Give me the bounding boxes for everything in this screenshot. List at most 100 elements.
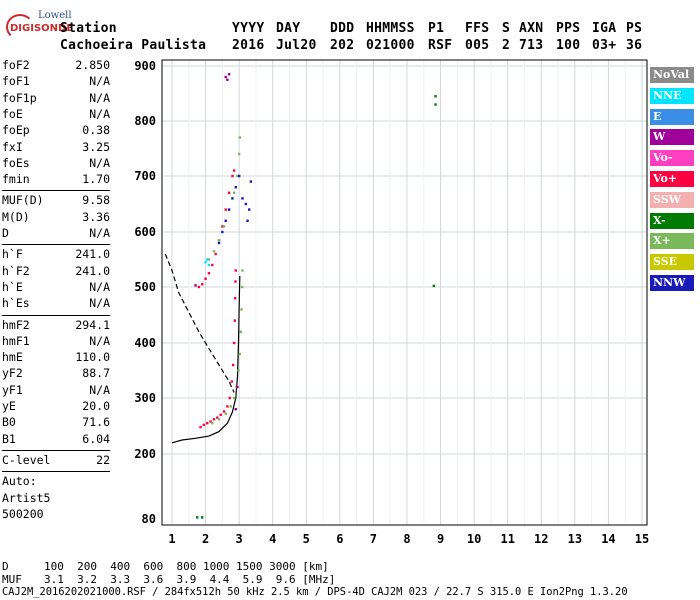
param-value: N/A xyxy=(89,333,110,348)
param-name: yE xyxy=(2,399,16,413)
header-iga-label: IGA xyxy=(592,21,617,36)
param-row: hmF1 N/A xyxy=(2,334,110,350)
param-name: yF1 xyxy=(2,382,23,397)
legend-item-vo-: Vo- xyxy=(650,150,694,167)
param-row: hmF2 294.1 xyxy=(2,318,110,334)
y-tick-label: 80 xyxy=(142,512,156,526)
y-tick-label: 500 xyxy=(134,280,156,294)
params-separator xyxy=(2,190,110,192)
param-name: fxI xyxy=(2,139,23,154)
param-name: foF1 xyxy=(2,74,30,89)
footer-d-label: D xyxy=(2,560,9,573)
data-point-vo- xyxy=(199,425,202,429)
data-point-vo- xyxy=(231,363,235,367)
x-tick-label: 1 xyxy=(168,532,175,546)
header-p1-label: P1 xyxy=(428,21,445,36)
data-point-x- xyxy=(239,330,243,333)
data-point-vo- xyxy=(214,252,217,256)
x-tick-label: 11 xyxy=(500,532,514,546)
data-point-nnw xyxy=(221,230,224,234)
data-point-vo- xyxy=(197,285,201,289)
logo-top-text: Lowell xyxy=(38,10,72,21)
param-value: N/A xyxy=(89,74,110,89)
data-point-vo- xyxy=(232,169,236,172)
header-day-value: Jul20 xyxy=(276,38,317,53)
data-point-x- xyxy=(434,95,437,98)
param-row: foE N/A xyxy=(2,107,110,123)
data-point-vo- xyxy=(230,380,233,383)
data-point-x- xyxy=(217,239,221,242)
x-tick-label: 7 xyxy=(370,532,377,546)
param-row: foF1p N/A xyxy=(2,91,110,107)
header-hhmmss-value: 021000 xyxy=(366,38,415,53)
footer-muf-label: MUF xyxy=(2,573,22,586)
y-tick-label: 200 xyxy=(134,447,156,461)
header-axn-label: AXN xyxy=(519,21,544,36)
param-name: h`Es xyxy=(2,296,30,311)
y-tick-label: 400 xyxy=(134,336,156,350)
param-value: N/A xyxy=(89,90,110,105)
data-point-x- xyxy=(229,405,232,408)
data-point-vo- xyxy=(219,413,222,416)
legend-item-sse: SSE xyxy=(650,254,694,271)
x-tick-label: 9 xyxy=(437,532,444,546)
data-point-vo- xyxy=(222,410,226,413)
param-value: N/A xyxy=(89,106,110,121)
param-value: 9.58 xyxy=(82,193,110,208)
param-value: 294.1 xyxy=(75,317,110,332)
param-row: foEp 0.38 xyxy=(2,123,110,139)
param-row: M(D) 3.36 xyxy=(2,210,110,226)
param-name: fmin xyxy=(2,172,30,187)
data-point-vo- xyxy=(201,283,204,286)
param-name: Auto: xyxy=(2,474,37,489)
x-tick-label: 12 xyxy=(534,532,548,546)
param-name: hmF2 xyxy=(2,317,30,332)
y-tick-label: 900 xyxy=(134,59,156,73)
data-point-nnw xyxy=(249,180,253,183)
header-s-label: S xyxy=(502,21,511,36)
data-point-x- xyxy=(201,516,204,519)
data-point-nnw xyxy=(246,219,249,222)
header-station-label: Station xyxy=(60,21,117,36)
data-point-x- xyxy=(432,284,436,288)
param-name: Artist5 xyxy=(2,490,51,505)
data-point-vo- xyxy=(231,174,234,178)
y-tick-label: 300 xyxy=(134,391,156,405)
data-point-nne xyxy=(206,258,209,261)
header-iga-value: 03+ xyxy=(592,38,617,53)
header-ps-label: PS xyxy=(626,21,643,36)
param-name: h`F xyxy=(2,247,23,262)
header-axn-value: 713 xyxy=(519,38,544,53)
data-point-x- xyxy=(238,136,242,139)
param-value: 88.7 xyxy=(82,366,110,381)
param-row: h`E N/A xyxy=(2,280,110,296)
data-point-nnw xyxy=(217,241,221,245)
data-point-vo- xyxy=(226,405,229,408)
data-point-vo- xyxy=(224,208,227,211)
legend-item-w: W xyxy=(650,129,694,146)
param-value: N/A xyxy=(89,279,110,294)
data-point-x- xyxy=(222,225,226,228)
header-yyyy-value: 2016 xyxy=(232,38,265,53)
param-value: N/A xyxy=(89,382,110,397)
param-value: 6.04 xyxy=(82,431,110,446)
param-row: B1 6.04 xyxy=(2,432,110,448)
logo-arc-icon xyxy=(6,14,34,40)
param-row: C-level 22 xyxy=(2,453,110,469)
params-separator xyxy=(2,314,110,316)
data-point-x- xyxy=(237,152,241,156)
param-name: B0 xyxy=(2,415,16,430)
legend-item-x-: X+ xyxy=(650,233,694,250)
header-hhmmss-label: HHMMSS xyxy=(366,21,415,36)
param-value: 1.70 xyxy=(82,172,110,187)
data-point-nnw xyxy=(234,186,237,189)
param-row: yF2 88.7 xyxy=(2,366,110,382)
data-point-w xyxy=(194,284,197,287)
x-tick-label: 6 xyxy=(336,532,343,546)
data-point-nnw xyxy=(244,202,248,206)
param-name: h`F2 xyxy=(2,263,30,278)
param-row: MUF(D) 9.58 xyxy=(2,193,110,209)
data-point-w xyxy=(236,385,239,389)
param-row: 500200 xyxy=(2,507,110,523)
param-value: 2.850 xyxy=(75,58,110,72)
